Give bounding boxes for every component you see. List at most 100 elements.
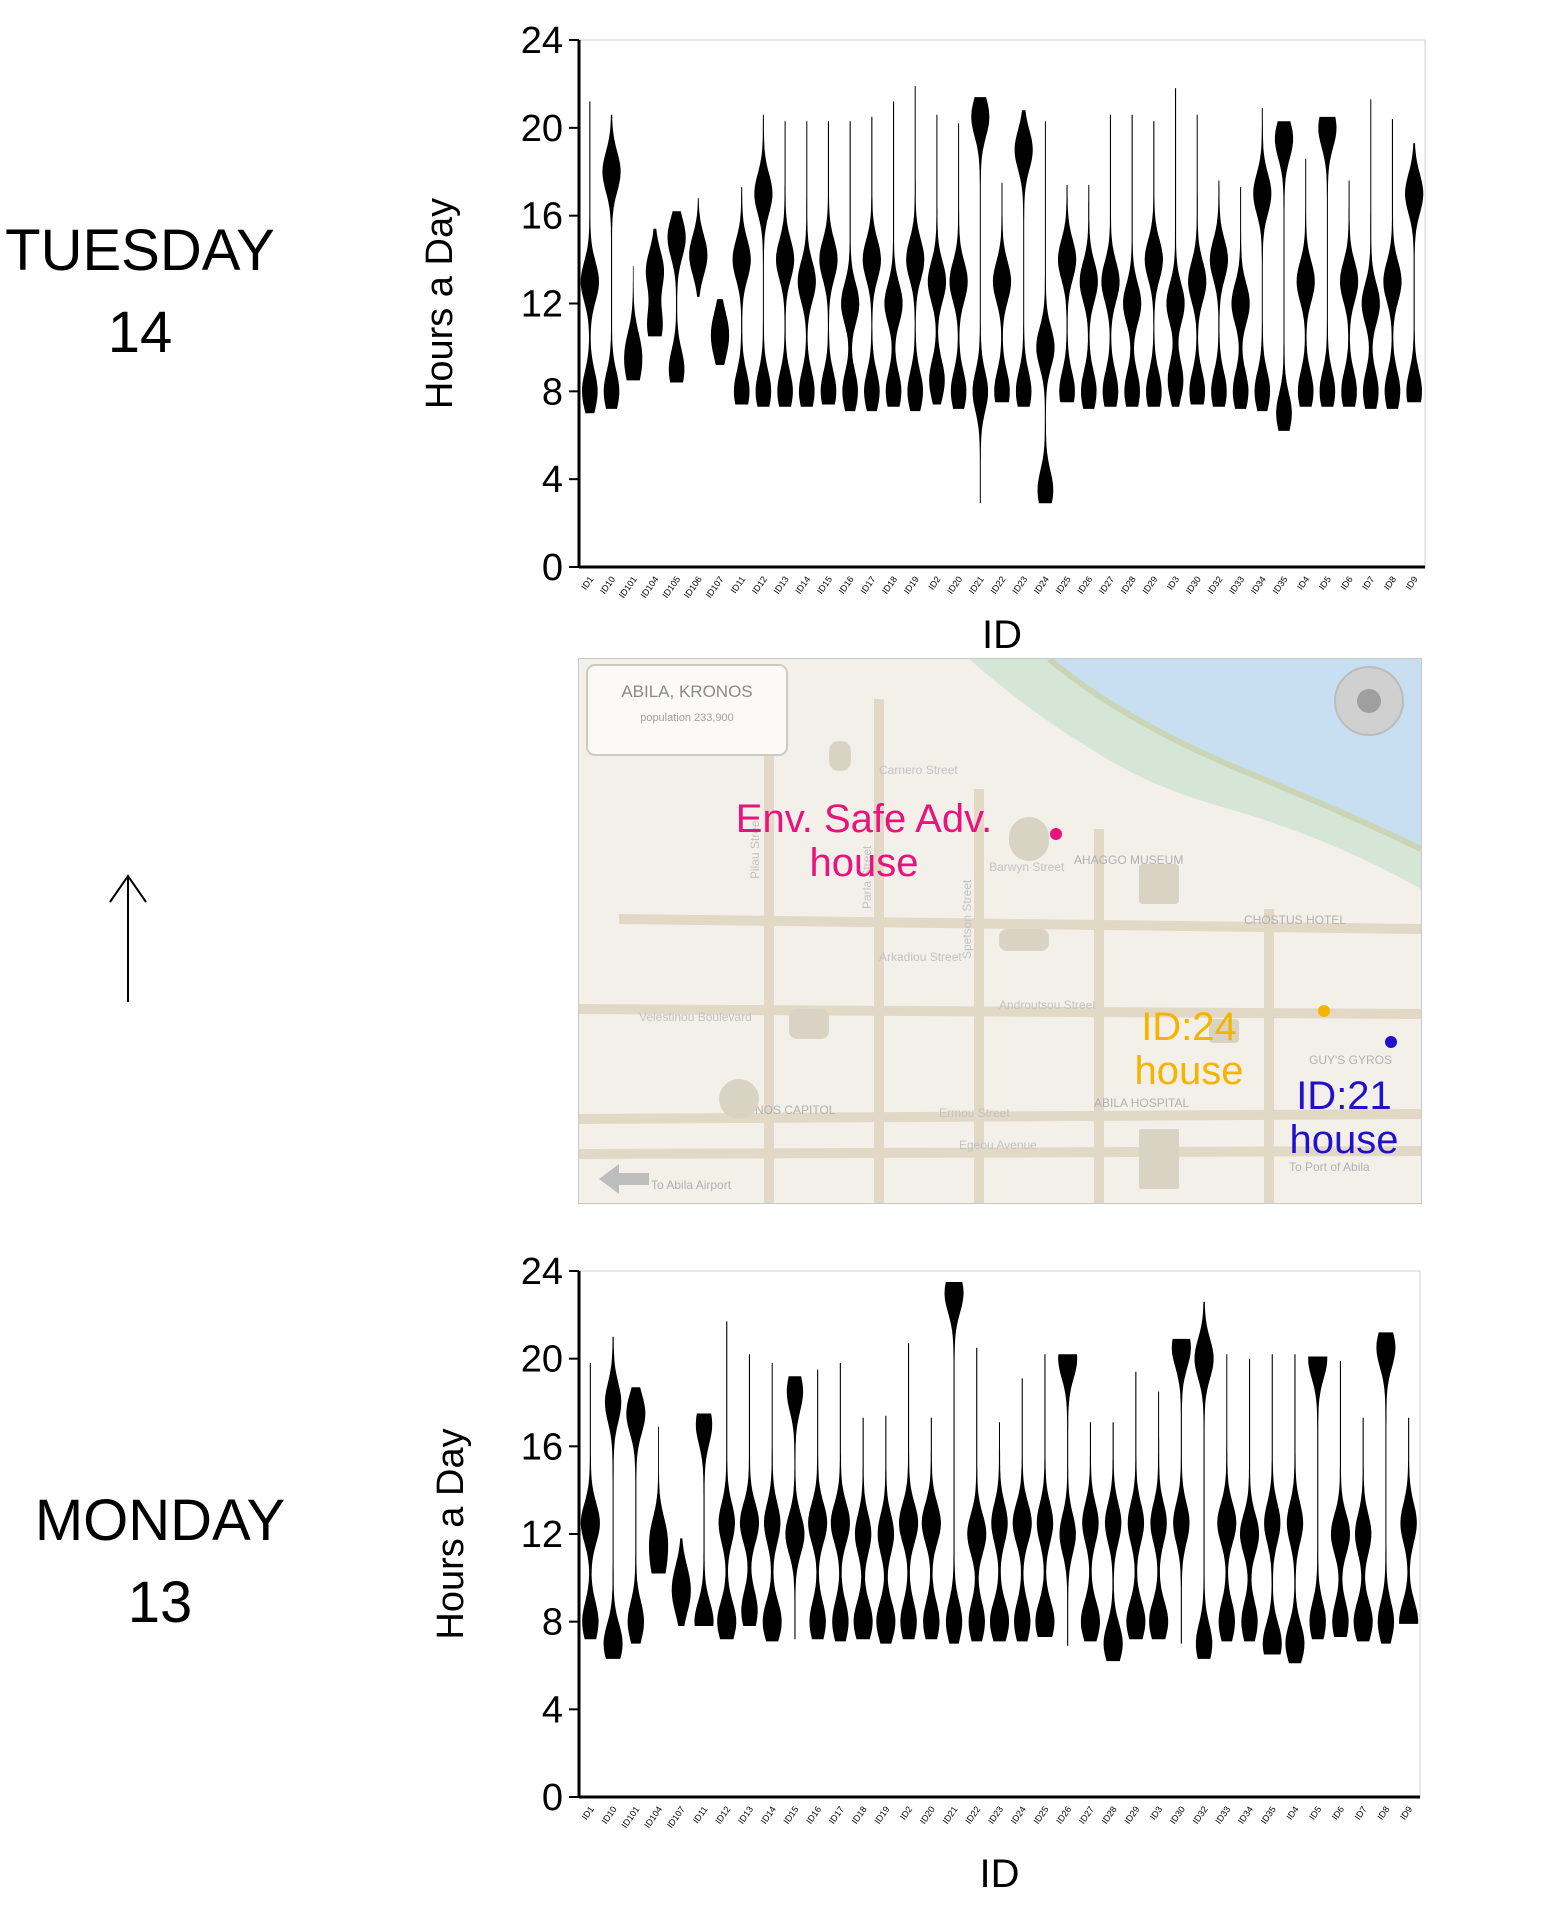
violin-id4	[1296, 158, 1315, 407]
street-label: Androutsou Street	[999, 998, 1096, 1012]
y-tick-label: 4	[542, 1689, 563, 1731]
id24-marker	[1318, 1005, 1330, 1017]
x-tick-label: ID17	[858, 574, 877, 595]
x-tick-label: ID3	[1165, 574, 1181, 591]
up-arrow-icon	[109, 874, 147, 1002]
violin-id14	[797, 121, 816, 407]
violin-id8	[1376, 1332, 1396, 1644]
x-tick-label: ID4	[1295, 574, 1311, 591]
violin-id1	[580, 1363, 600, 1640]
violin-id30	[1188, 114, 1207, 405]
x-tick-label: ID21	[941, 1804, 960, 1825]
violin-id24	[1036, 121, 1055, 504]
x-tick-label: ID29	[1140, 574, 1159, 595]
x-tick-label: ID12	[750, 574, 769, 595]
violin-id35	[1274, 121, 1294, 431]
x-tick-label: ID24	[1032, 574, 1051, 595]
violin-id18	[853, 1417, 873, 1640]
violin-id6	[1340, 180, 1359, 407]
marker-label-line: house	[1289, 1118, 1399, 1162]
violin-id6	[1330, 1360, 1350, 1637]
y-tick-label: 12	[521, 1514, 563, 1556]
violin-id12	[754, 114, 773, 407]
x-tick-label: ID8	[1382, 574, 1398, 591]
y-tick-label: 16	[521, 1426, 563, 1468]
x-tick-label: ID19	[902, 574, 921, 595]
y-tick-label: 8	[542, 371, 563, 413]
y-tick-label: 24	[521, 20, 563, 62]
y-tick-label: 24	[521, 1251, 563, 1293]
id21-label: ID:21 house	[1269, 1074, 1419, 1162]
place-label: To Port of Abila	[1289, 1160, 1370, 1174]
violin-id29	[1126, 1371, 1146, 1640]
street-labels: Barwyn Street Arkadiou Street Androutsou…	[639, 763, 1096, 1152]
monday-label: MONDAY 13	[10, 1480, 310, 1644]
violin-id5	[1308, 1356, 1328, 1640]
env-safe-label: Env. Safe Adv. house	[694, 797, 1034, 885]
x-tick-label: ID14	[759, 1804, 778, 1825]
x-tick-label: ID6	[1338, 574, 1354, 591]
violin-id11	[694, 1413, 714, 1626]
x-tick-label: ID101	[617, 574, 639, 599]
x-tick-label: ID2	[926, 574, 942, 591]
violin-id107	[710, 299, 730, 365]
violin-id5	[1318, 116, 1337, 407]
x-tick-label: ID33	[1227, 574, 1246, 595]
street-label: Parla Street	[860, 845, 874, 909]
y-tick-label: 12	[521, 284, 563, 326]
x-tick-label: ID25	[1054, 574, 1073, 595]
place-label: To Abila Airport	[651, 1178, 732, 1192]
x-tick-label: ID35	[1259, 1804, 1278, 1825]
violin-id17	[862, 116, 881, 412]
env-safe-marker	[1050, 828, 1062, 840]
violin-id26	[1058, 1354, 1078, 1646]
violin-id19	[906, 86, 925, 412]
violin-id13	[776, 121, 795, 407]
violin-id101	[626, 1387, 646, 1644]
x-tick-label: ID16	[837, 574, 856, 595]
street-label: Velestinou Boulevard	[639, 1010, 752, 1024]
violin-id105	[667, 211, 686, 383]
map-background: ABILA, KRONOS population 233,900 Barwyn …	[579, 659, 1421, 1203]
x-tick-label: ID28	[1100, 1804, 1119, 1825]
street-label: Arkadiou Street	[879, 950, 962, 964]
street-label: Ermou Street	[939, 1106, 1010, 1120]
x-tick-label: ID3	[1148, 1804, 1164, 1821]
violin-id22	[992, 182, 1012, 403]
violin-id3	[1149, 1391, 1169, 1640]
x-tick-label: ID28	[1119, 574, 1138, 595]
y-tick-label: 20	[521, 1339, 563, 1381]
violin-id9	[1399, 1417, 1419, 1624]
place-label: CHOSTUS HOTEL	[1244, 913, 1346, 927]
violin-id106	[689, 198, 708, 297]
violin-id26	[1079, 184, 1098, 409]
x-tick-label: ID104	[639, 574, 661, 599]
place-label: ABILA HOSPITAL	[1094, 1096, 1189, 1110]
x-tick-label: ID11	[729, 574, 748, 595]
x-tick-label: ID9	[1398, 1804, 1414, 1821]
violin-id2	[899, 1343, 919, 1640]
y-tick-label: 16	[521, 196, 563, 238]
x-tick-label: ID23	[1010, 574, 1029, 595]
violin-id15	[785, 1376, 805, 1640]
x-tick-label: ID8	[1375, 1804, 1391, 1821]
x-tick-label: ID29	[1122, 1804, 1141, 1825]
violin-id21	[944, 1282, 964, 1644]
x-tick-label: ID34	[1249, 574, 1268, 595]
violin-id16	[808, 1369, 828, 1640]
violin-id25	[1035, 1354, 1055, 1637]
x-tick-label: ID10	[600, 1804, 619, 1825]
map-markers	[1050, 828, 1397, 1048]
x-tick-label: ID7	[1353, 1804, 1369, 1821]
day-name: MONDAY	[34, 1488, 286, 1553]
x-tick-label: ID24	[1009, 1804, 1028, 1825]
day-number: 13	[127, 1570, 193, 1635]
x-tick-label: ID20	[945, 574, 964, 595]
marker-label-line: ID:21	[1296, 1074, 1392, 1118]
x-tick-label: ID1	[580, 1804, 596, 1821]
violin-id4	[1285, 1354, 1305, 1664]
violin-id107	[671, 1538, 691, 1626]
violin-id27	[1080, 1422, 1100, 1642]
